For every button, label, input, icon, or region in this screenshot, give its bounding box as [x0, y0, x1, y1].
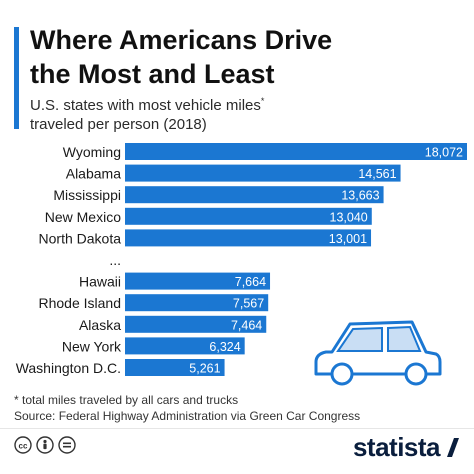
brand-wordmark: statista [352, 432, 441, 462]
title-line-2: the Most and Least [30, 59, 275, 89]
value-label-wyoming: 18,072 [425, 146, 463, 160]
value-label-new-york: 6,324 [209, 340, 240, 354]
category-label-wyoming: Wyoming [63, 144, 121, 160]
subtitle-line-2: traveled per person (2018) [30, 116, 207, 133]
bar-rhode-island [125, 294, 269, 312]
value-label-new-mexico: 13,040 [330, 210, 368, 224]
category-label-north-dakota: North Dakota [39, 230, 122, 246]
bar-alabama [125, 164, 401, 182]
category-label-new-mexico: New Mexico [45, 209, 121, 225]
value-label-hawaii: 7,664 [235, 275, 266, 289]
category-label-new-york: New York [62, 338, 122, 354]
subtitle-asterisk: * [260, 96, 265, 106]
category-label-washington-d-c: Washington D.C. [16, 360, 121, 376]
footnote-definition: * total miles traveled by all cars and t… [14, 393, 239, 407]
title-line-1: Where Americans Drive [30, 25, 333, 55]
bar-alaska [125, 315, 267, 333]
subtitle-line-1: U.S. states with most vehicle miles [30, 97, 261, 114]
value-label-washington-d-c: 5,261 [189, 362, 220, 376]
category-ellipsis: ... [109, 252, 121, 268]
chart-subtitle: U.S. states with most vehicle miles* tra… [30, 92, 450, 134]
footnote: * total miles traveled by all cars and t… [14, 392, 464, 424]
svg-text:cc: cc [19, 442, 28, 451]
title-accent-bar [14, 27, 19, 129]
bar-washington-d-c [125, 359, 225, 376]
category-label-alaska: Alaska [79, 317, 121, 333]
bar-wyoming [125, 143, 467, 160]
bar-mississippi [125, 186, 384, 204]
bar-north-dakota [125, 229, 372, 247]
bar-new-york [125, 337, 245, 355]
noderivs-icon[interactable] [58, 436, 76, 454]
category-label-hawaii: Hawaii [79, 274, 121, 290]
value-label-alaska: 7,464 [231, 318, 262, 332]
license-icons: cc [14, 436, 76, 454]
brand-mark-icon [447, 438, 459, 457]
car-icon [314, 320, 442, 386]
bar-hawaii [125, 272, 271, 290]
bar-chart: Wyoming 18,072 Alabama 14,561 Mississippi 13,… [16, 143, 467, 376]
category-label-mississippi: Mississippi [53, 187, 121, 203]
category-label-alabama: Alabama [66, 166, 121, 182]
source-note: Source: Federal Highway Administration v… [14, 409, 361, 423]
chart-title: Where Americans Drive the Most and Least [30, 23, 460, 91]
footer-divider [0, 428, 474, 429]
value-label-mississippi: 13,663 [341, 189, 379, 203]
value-label-alabama: 14,561 [358, 167, 396, 181]
category-label-rhode-island: Rhode Island [38, 295, 121, 311]
statista-logo[interactable]: statista [353, 433, 460, 461]
bar-new-mexico [125, 207, 372, 225]
cc-icon[interactable]: cc [14, 436, 32, 454]
value-label-rhode-island: 7,567 [233, 297, 264, 311]
attribution-icon[interactable] [36, 436, 54, 454]
value-label-north-dakota: 13,001 [329, 232, 367, 246]
